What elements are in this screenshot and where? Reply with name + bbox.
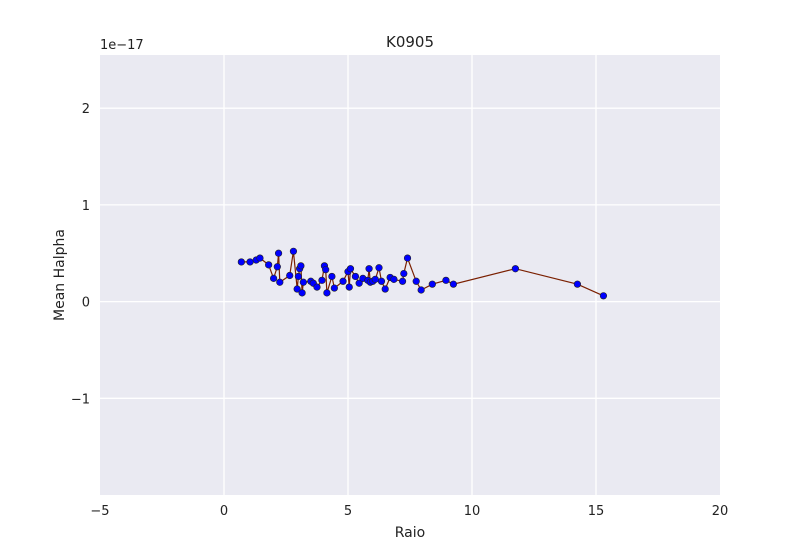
y-tick-label: −1 xyxy=(71,392,90,407)
y-tick-label: 1 xyxy=(82,199,90,214)
x-tick-label: 15 xyxy=(588,504,605,519)
x-axis-label: Raio xyxy=(395,525,425,541)
data-point xyxy=(442,276,450,284)
data-point xyxy=(322,266,330,274)
tick-labels: −5 0 5 10 15 20 −1 0 1 2 xyxy=(71,102,728,519)
data-point xyxy=(323,289,331,297)
data-point xyxy=(339,277,347,285)
data-point xyxy=(286,271,294,280)
data-point xyxy=(377,277,386,285)
data-point xyxy=(375,264,383,272)
data-point xyxy=(599,292,608,300)
x-tick-label: 5 xyxy=(344,504,352,519)
data-point xyxy=(294,272,303,281)
data-point xyxy=(365,265,373,273)
data-point xyxy=(355,279,363,287)
data-point xyxy=(449,280,458,288)
data-point xyxy=(328,272,336,281)
data-point xyxy=(318,276,326,284)
data-point xyxy=(412,277,420,285)
data-point xyxy=(270,274,278,282)
data-point xyxy=(274,249,283,257)
data-point xyxy=(273,263,281,271)
data-point xyxy=(573,280,582,288)
x-tick-label: −5 xyxy=(90,504,109,519)
data-point xyxy=(428,280,436,288)
data-point xyxy=(293,285,301,293)
data-point xyxy=(330,284,338,292)
data-point xyxy=(297,262,305,270)
y-tick-label: 2 xyxy=(82,102,90,117)
data-point xyxy=(256,254,264,262)
data-point xyxy=(403,254,412,262)
data-point xyxy=(390,275,398,283)
data-point xyxy=(351,272,360,281)
data-point xyxy=(237,258,245,266)
data-point xyxy=(298,289,306,297)
data-point xyxy=(381,285,389,293)
x-tick-label: 10 xyxy=(464,504,481,519)
plot-area xyxy=(100,55,720,495)
data-point xyxy=(289,247,298,255)
x-tick-label: 0 xyxy=(220,504,228,519)
y-axis-label: Mean Halpha xyxy=(52,229,68,321)
data-point xyxy=(400,269,408,278)
y-axis-offset-label: 1e−17 xyxy=(100,38,144,53)
data-point xyxy=(371,275,379,283)
data-point xyxy=(511,265,520,273)
data-point xyxy=(345,283,353,291)
data-point xyxy=(246,258,254,266)
x-tick-label: 20 xyxy=(712,504,729,519)
data-point xyxy=(346,265,355,273)
data-point xyxy=(276,278,284,286)
chart-title: K0905 xyxy=(386,33,434,51)
data-point xyxy=(417,286,425,294)
data-point xyxy=(398,277,407,285)
y-tick-label: 0 xyxy=(82,296,90,311)
data-point xyxy=(313,283,321,291)
grid-lines xyxy=(100,55,720,495)
data-point xyxy=(299,278,307,286)
data-point xyxy=(265,261,273,269)
series-layer xyxy=(237,247,608,300)
